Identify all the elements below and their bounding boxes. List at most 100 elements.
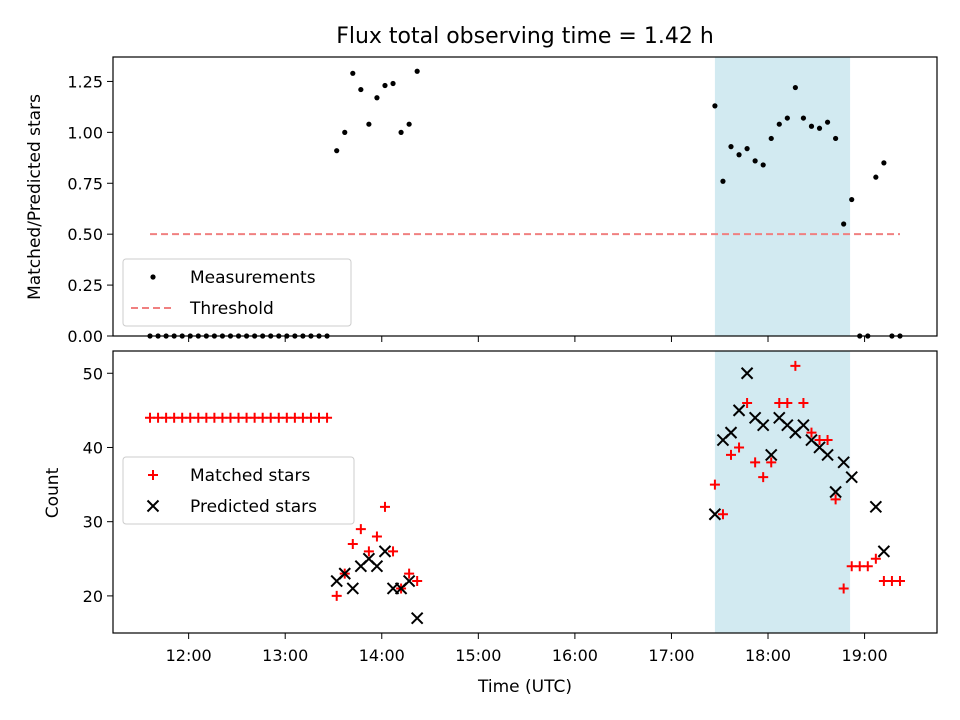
matched-star-point [363,546,374,557]
measurement-point [881,160,887,166]
matched-star-point [322,412,333,423]
chart-title: Flux total observing time = 1.42 h [336,24,714,49]
matched-star-point [822,435,833,446]
measurement-point [841,221,847,227]
measurement-point [728,144,734,150]
measurement-point [736,152,742,158]
predicted-star-point [732,404,746,417]
measurement-point [358,86,364,93]
legend-matched-swatch [148,470,158,480]
y-tick-label: 0.00 [67,327,103,346]
predicted-star-point [845,470,858,484]
measurement-point [760,162,766,168]
predicted-star-point [837,456,850,469]
matched-star-point [347,538,358,549]
matched-star-point [758,472,769,483]
y-tick-label: 20 [83,587,103,606]
observing-window-span [714,57,851,336]
matched-star-point [355,524,366,535]
predicted-star-point [370,560,384,573]
measurement-point [776,121,782,127]
measurement-point [784,115,790,121]
x-tick-label: 14:00 [359,646,405,665]
legend-label: Measurements [190,268,316,288]
flux-ratio-panel: Matched/Predicted stars 0.00 0.25 0.50 0.75… [25,56,938,346]
matched-star-point [750,457,761,468]
measurement-point [350,70,356,76]
measurement-point [334,148,340,154]
matched-star-point [742,397,753,408]
matched-star-point [734,442,745,453]
measurement-point [800,115,807,121]
measurement-point [374,95,380,101]
measurement-point [398,129,404,135]
matched-star-point [709,479,720,490]
matched-star-point [726,449,736,460]
measurement-point [414,68,420,74]
matched-star-point [838,583,849,594]
matched-star-point [766,457,777,468]
matched-star-point [379,501,390,512]
y-tick-label: 0.25 [67,276,103,295]
measurement-point [720,178,726,184]
measurement-point [849,196,855,203]
predicted-star-point [869,500,883,514]
matched-star-point [388,546,399,557]
x-tick-label: 19:00 [842,646,888,665]
predicted-star-point [378,545,392,558]
y-tick-label: 0.75 [67,174,103,193]
matched-star-point [862,561,873,572]
matched-star-point [798,397,809,408]
predicted-star-point [708,508,722,521]
measurement-point [752,158,758,164]
measurement-point [382,82,388,89]
legend-box [122,258,352,327]
y-tick-label: 1.00 [67,123,103,142]
x-tick-label: 18:00 [745,646,791,665]
predicted-star-point [797,419,810,432]
measurement-point [342,129,348,135]
predicted-star-point [829,485,842,499]
predicted-star-point [346,582,360,595]
x-axis-label: Time (UTC) [477,677,572,697]
matched-star-point [717,509,728,520]
measurement-point [406,121,412,127]
y-tick-label: 0.50 [67,225,103,244]
legend-box [122,456,355,525]
matched-star-point [806,427,817,438]
predicted-star-point [821,448,834,462]
predicted-star-point [765,448,778,462]
predicted-star-point [724,426,738,439]
legend: Measurements Threshold [122,258,352,327]
predicted-star-point [740,367,754,380]
observing-window-span [714,351,851,633]
matched-star-point [782,397,793,408]
measurement-point [873,174,879,180]
predicted-star-point [410,611,424,625]
matched-star-point [870,553,881,564]
measurement-point [744,146,750,152]
x-tick-label: 13:00 [262,646,308,665]
legend-predicted-swatch [146,499,160,513]
legend-label: Matched stars [190,466,310,486]
x-tick-label: 15:00 [455,646,501,665]
plot-frame [112,56,938,337]
measurement-point [390,80,396,87]
matched-star-point [894,576,905,587]
matched-star-point [830,494,841,505]
measurement-point [366,121,372,127]
star-count-panel: Count 20 30 40 50 12:00 13:00 14:00 15:00 16:00 1… [43,350,938,665]
legend-measurement-swatch [150,274,156,280]
predicted-star-point [877,545,891,558]
top-panel-ylabel: Matched/Predicted stars [25,94,45,300]
matched-star-point [404,568,415,579]
measurement-point [824,119,831,125]
measurement-point [833,135,839,142]
matched-star-point [331,590,342,601]
measurement-point [816,125,823,131]
legend-label: Threshold [189,299,274,319]
matched-star-point [412,576,423,587]
y-tick-label: 50 [83,364,103,383]
legend-label: Predicted stars [190,497,317,517]
